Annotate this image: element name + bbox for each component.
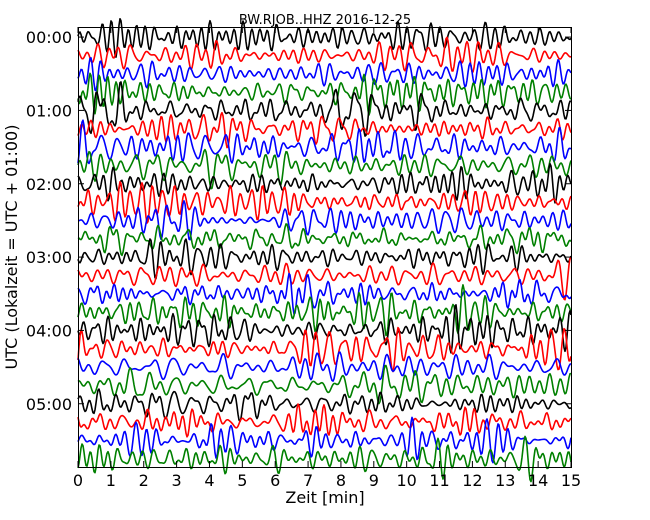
x-tick-label: 3 [172, 471, 182, 490]
x-tick-label: 0 [73, 471, 83, 490]
seismogram-trace [77, 148, 572, 190]
seismogram-trace [77, 238, 572, 280]
seismogram-trace [77, 162, 572, 204]
x-tick-label: 14 [528, 471, 548, 490]
seismogram-trace [77, 200, 572, 241]
y-tick-label: 00:00 [26, 28, 72, 47]
x-tick-label: 9 [369, 471, 379, 490]
x-tick-label: 6 [270, 471, 280, 490]
seismogram-trace [77, 223, 572, 257]
seismogram-trace [77, 119, 572, 165]
seismogram-trace [77, 180, 572, 224]
x-tick-label: 5 [237, 471, 247, 490]
seismogram-trace [77, 256, 572, 301]
seismogram-trace [77, 36, 572, 73]
x-tick-label: 1 [106, 471, 116, 490]
seismogram-trace [77, 364, 572, 405]
y-tick-label: 03:00 [26, 248, 72, 267]
seismogram-trace [77, 416, 572, 464]
plot-frame [78, 27, 572, 468]
y-axis: 00:00 01:00 02:00 03:00 04:00 05:00 [26, 28, 571, 414]
x-tick-label: 8 [336, 471, 346, 490]
chart-title: BW.RJOB..HHZ 2016-12-25 [239, 13, 411, 28]
seismogram-traces [77, 17, 572, 483]
x-tick-label: 11 [429, 471, 449, 490]
seismogram-trace [77, 17, 572, 58]
x-tick-label: 10 [396, 471, 416, 490]
seismogram-trace [77, 304, 572, 354]
seismogram-trace [77, 72, 572, 116]
y-tick-label: 05:00 [26, 395, 72, 414]
x-axis-label: Zeit [min] [285, 488, 364, 507]
y-tick-label: 01:00 [26, 101, 72, 120]
x-tick-label: 4 [204, 471, 214, 490]
seismogram-trace [77, 351, 572, 382]
seismogram-trace [77, 388, 572, 423]
x-tick-label: 13 [495, 471, 515, 490]
x-tick-label: 2 [139, 471, 149, 490]
seismogram-trace [77, 272, 572, 315]
x-tick-label: 15 [561, 471, 581, 490]
x-tick-label: 12 [462, 471, 482, 490]
seismogram-trace [77, 57, 572, 92]
y-axis-label: UTC (Lokalzeit = UTC + 01:00) [2, 125, 21, 370]
x-axis: 0 1 2 3 4 5 6 7 8 9 10 11 12 13 14 15 [73, 27, 581, 490]
seismogram-trace [77, 326, 572, 373]
x-tick-label: 7 [303, 471, 313, 490]
y-tick-label: 04:00 [26, 321, 72, 340]
seismogram-trace [77, 111, 572, 149]
y-tick-label: 02:00 [26, 175, 72, 194]
seismogram-trace [77, 435, 572, 483]
